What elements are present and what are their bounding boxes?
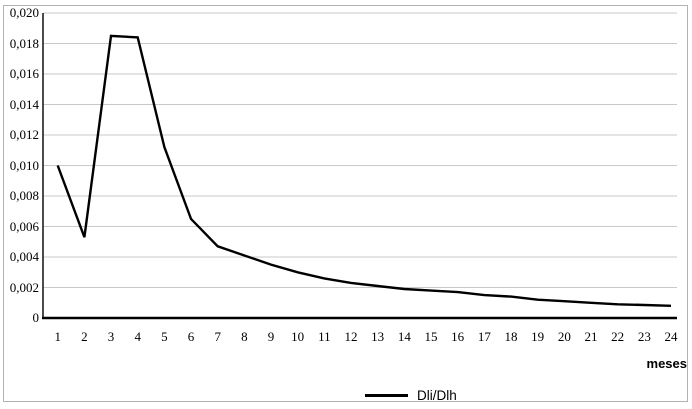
- x-tick-label: 24: [664, 329, 678, 344]
- x-tick-label: 12: [344, 329, 358, 344]
- x-tick-label: 23: [637, 329, 651, 344]
- x-tick-label: 4: [134, 329, 141, 344]
- legend-line-swatch: [365, 393, 408, 397]
- y-tick-label: 0,006: [9, 218, 39, 234]
- x-axis-title: meses: [646, 356, 687, 371]
- legend: Dli/Dlh: [365, 386, 457, 404]
- x-tick-label: 16: [451, 329, 465, 344]
- y-tick-label: 0,014: [9, 96, 39, 112]
- x-tick-label: 18: [504, 329, 518, 344]
- x-tick-label: 8: [241, 329, 248, 344]
- y-tick-label: 0,008: [9, 188, 39, 203]
- x-tick-label: 11: [318, 329, 331, 344]
- x-tick-label: 20: [557, 329, 571, 344]
- x-tick-label: 21: [584, 329, 598, 344]
- x-tick-label: 7: [214, 329, 221, 344]
- y-tick-label: 0,012: [9, 127, 39, 142]
- y-tick-label: 0,018: [9, 35, 39, 51]
- x-tick-label: 9: [267, 329, 275, 344]
- y-tick-label: 0,004: [9, 249, 39, 264]
- legend-label: Dli/Dlh: [417, 387, 457, 403]
- x-tick-label: 19: [531, 329, 545, 344]
- y-tick-label: 0: [32, 310, 40, 325]
- x-tick-label: 14: [397, 329, 411, 344]
- x-tick-label: 6: [187, 329, 195, 344]
- y-tick-label: 0,010: [9, 157, 39, 173]
- x-tick-label: 2: [81, 329, 88, 344]
- x-tick-label: 3: [107, 329, 115, 344]
- x-tick-label: 5: [161, 329, 168, 344]
- x-tick-label: 1: [54, 329, 61, 344]
- x-tick-label: 17: [477, 329, 491, 344]
- y-tick-label: 0,020: [9, 5, 39, 20]
- x-tick-label: 15: [424, 329, 438, 344]
- x-tick-label: 13: [371, 329, 385, 344]
- y-tick-label: 0,002: [9, 279, 39, 295]
- x-tick-label: 22: [611, 329, 625, 344]
- y-tick-label: 0,016: [9, 66, 39, 81]
- series-line-dli-dlh: [56, 34, 672, 307]
- x-tick-label: 10: [291, 329, 305, 344]
